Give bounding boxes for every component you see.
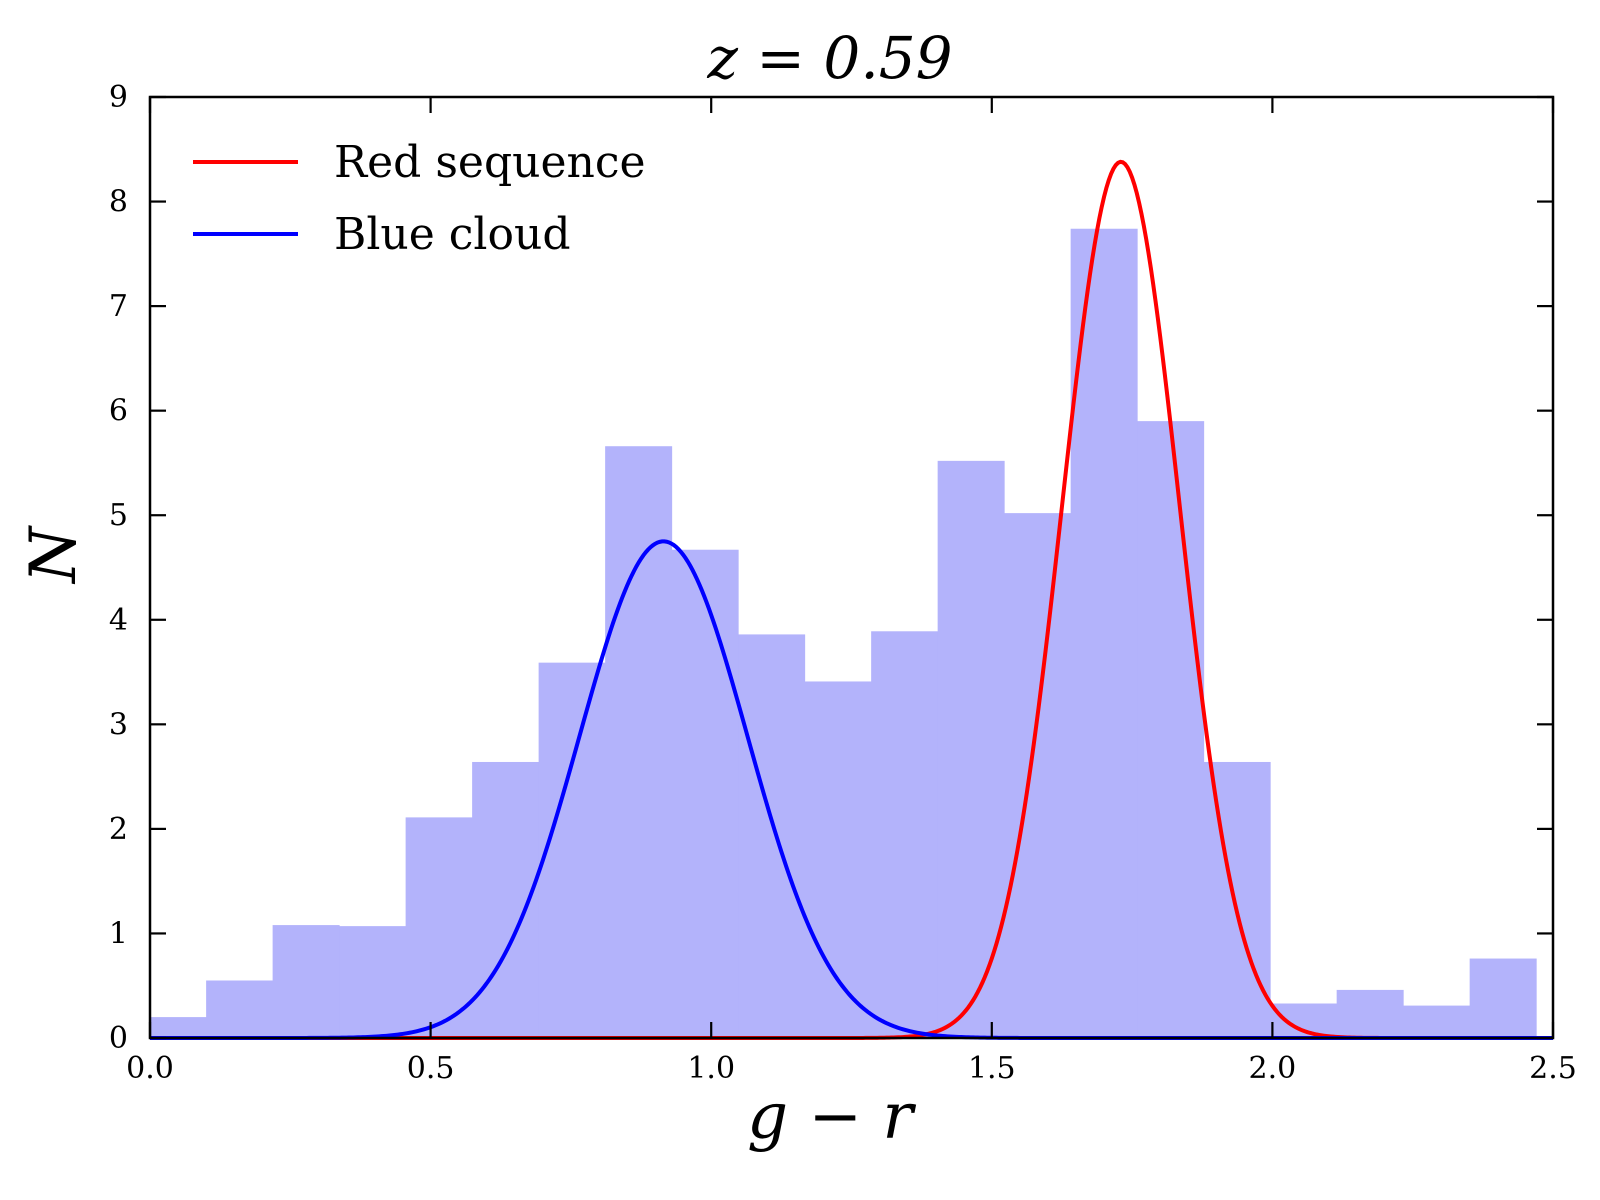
- y-tick-label: 3: [109, 707, 128, 742]
- chart-title: z = 0.59: [706, 24, 952, 92]
- legend-label: Red sequence: [334, 137, 646, 188]
- y-tick-label: 1: [109, 916, 128, 951]
- x-tick-label: 1.0: [687, 1051, 735, 1086]
- histogram-bar: [150, 1017, 207, 1038]
- x-tick-label: 1.5: [968, 1051, 1016, 1086]
- y-tick-label: 9: [109, 80, 128, 115]
- y-tick-label: 8: [109, 185, 128, 220]
- y-tick-label: 2: [109, 812, 128, 847]
- histogram-bar: [339, 926, 407, 1038]
- histogram-bar: [1403, 1005, 1471, 1038]
- histogram-bar: [1336, 989, 1404, 1038]
- y-axis-ticks: 0 1 2 3 4 5 6 7 8 9: [109, 80, 1553, 1056]
- y-tick-label: 0: [109, 1021, 128, 1056]
- axes-frame: [148, 95, 1555, 1040]
- x-tick-label: 0.0: [126, 1051, 174, 1086]
- histogram-bar: [1070, 228, 1138, 1039]
- histogram-bar: [1203, 761, 1271, 1038]
- histogram-bars: [150, 228, 1537, 1039]
- legend-label: Blue cloud: [334, 209, 570, 260]
- histogram-bar: [1469, 958, 1537, 1038]
- histogram-bar: [804, 681, 872, 1038]
- histogram-bar: [738, 634, 806, 1038]
- histogram-bar: [405, 817, 473, 1038]
- y-tick-label: 7: [109, 289, 128, 324]
- histogram-bar: [937, 460, 1005, 1038]
- y-tick-label: 4: [109, 603, 128, 638]
- histogram-bar: [605, 446, 673, 1038]
- histogram-bar: [871, 631, 939, 1038]
- x-tick-label: 2.0: [1249, 1051, 1297, 1086]
- histogram-bar: [206, 980, 274, 1038]
- histogram-bar: [671, 549, 739, 1038]
- x-axis-ticks: 0.0 0.5 1.0 1.5 2.0 2.5: [126, 97, 1577, 1086]
- histogram-bar: [1004, 513, 1072, 1038]
- y-tick-label: 5: [109, 498, 128, 533]
- histogram-bar: [538, 662, 606, 1038]
- histogram-bar: [272, 925, 340, 1038]
- histogram-bar: [1137, 421, 1205, 1039]
- x-axis-label: g − r: [747, 1080, 916, 1154]
- legend: Red sequence Blue cloud: [193, 137, 646, 260]
- y-axis-label: N: [17, 525, 91, 585]
- y-tick-label: 6: [109, 394, 128, 429]
- x-tick-label: 0.5: [407, 1051, 455, 1086]
- x-tick-label: 2.5: [1529, 1051, 1577, 1086]
